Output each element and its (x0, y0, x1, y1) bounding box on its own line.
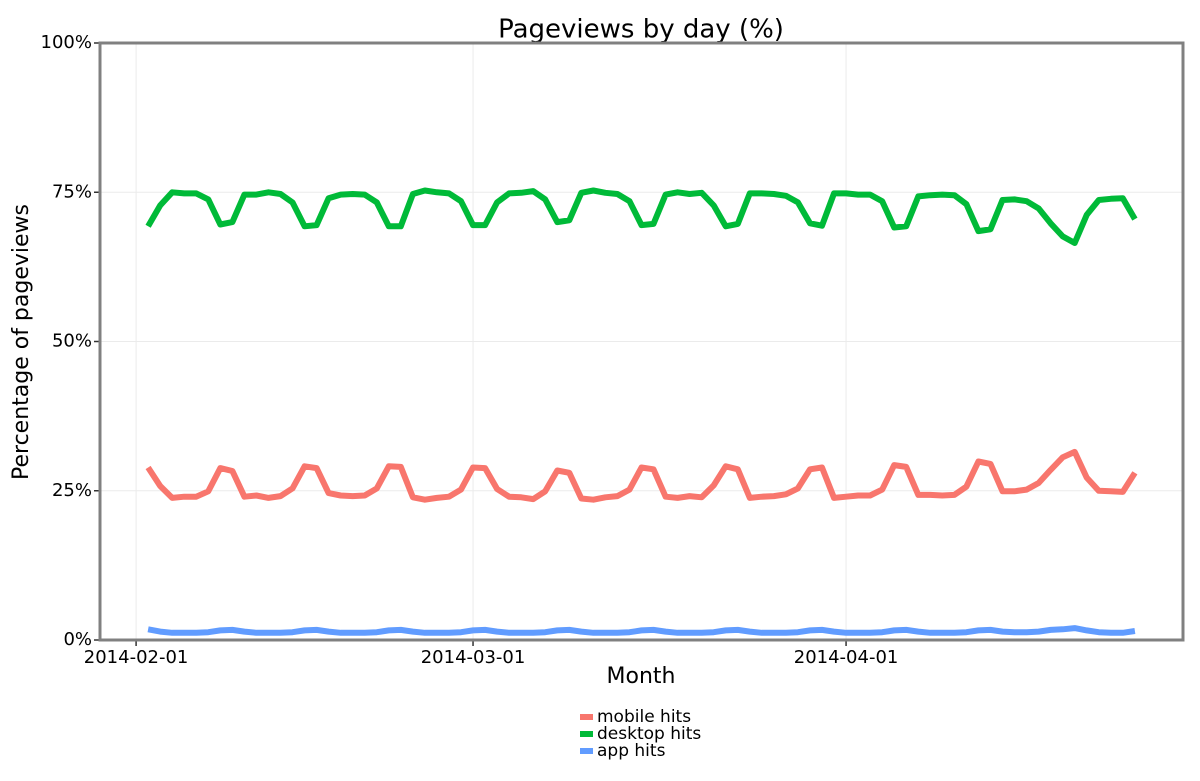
y-axis-label: Percentage of pageviews (9, 204, 34, 480)
y-tick-label: 100% (41, 32, 92, 53)
y-tick-label: 75% (52, 181, 92, 202)
x-tick-label: 2014-02-01 (84, 647, 189, 668)
y-tick-label: 25% (52, 480, 92, 501)
series-line (145, 448, 1138, 503)
x-axis-label: Month (607, 664, 676, 689)
series-line (147, 625, 1136, 636)
y-tick-label: 0% (63, 629, 92, 650)
legend-label: desktop hits (597, 724, 701, 744)
chart-title: Pageviews by day (%) (498, 15, 784, 45)
x-tick-label: 2014-03-01 (421, 647, 526, 668)
legend-label: app hits (597, 741, 666, 761)
plot-border (98, 41, 1185, 642)
x-tick-label: 2014-04-01 (794, 647, 899, 668)
y-tick-label: 50% (52, 331, 92, 352)
series-line (145, 187, 1138, 246)
legend-label: mobile hits (597, 707, 691, 727)
